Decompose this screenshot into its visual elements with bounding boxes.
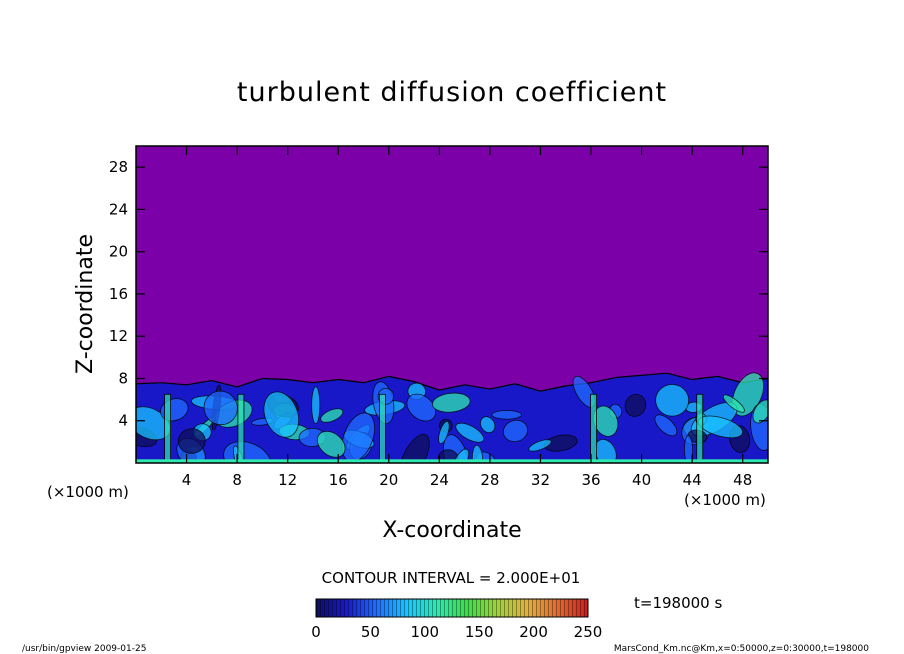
time-label: t=198000 s: [634, 594, 722, 612]
eddy-cell: [263, 391, 300, 438]
eddy-cell: [438, 420, 450, 445]
x-tick-label: 44: [683, 471, 702, 489]
y-tick-label: 24: [109, 200, 128, 218]
colorbar-tick-label: 250: [574, 623, 603, 641]
eddy-cell: [203, 390, 238, 426]
y-axis-label: Z-coordinate: [73, 234, 98, 374]
colorbar-tick-label: 100: [410, 623, 439, 641]
y-tick-label: 20: [109, 243, 128, 261]
footer-right: MarsCond_Km.nc@Km,x=0:50000,z=0:30000,t=…: [614, 644, 869, 654]
eddy-cell: [752, 399, 768, 424]
x-tick-label: 36: [581, 471, 600, 489]
y-tick-label: 12: [109, 327, 128, 345]
updraft-plume: [164, 393, 172, 463]
y-axis-unit: (×1000 m): [47, 483, 129, 501]
colorbar-ticks: 0 50 100 150 200 250: [311, 623, 602, 641]
eddy-cell: [655, 384, 690, 417]
updraft-plume: [379, 393, 386, 463]
eddy-cell: [654, 414, 678, 437]
eddy-cell: [455, 422, 485, 443]
eddy-cell: [316, 430, 346, 458]
y-tick-label: 16: [109, 285, 128, 303]
x-tick-label: 28: [480, 471, 499, 489]
x-tick-label: 16: [329, 471, 348, 489]
colorbar-tick-label: 200: [519, 623, 548, 641]
eddy-cell: [624, 393, 647, 417]
colorbar-tick-label: 0: [311, 623, 321, 641]
boundary-layer: [136, 372, 768, 463]
eddy-cell: [320, 408, 344, 423]
eddy-cell: [406, 393, 437, 422]
updraft-plume: [696, 393, 704, 463]
y-tick-label: 8: [118, 369, 128, 387]
updraft-plume: [237, 393, 245, 463]
x-tick-label: 8: [232, 471, 242, 489]
y-tick-label: 4: [118, 412, 128, 430]
x-axis-label: X-coordinate: [382, 518, 521, 543]
eddy-cell: [311, 386, 321, 425]
eddy-cell: [502, 419, 529, 443]
eddy-cell: [177, 428, 206, 454]
colorbar-stripes: [316, 599, 588, 617]
colorbar-tick-label: 50: [361, 623, 380, 641]
updraft-plume: [590, 393, 597, 463]
x-tick-label: 12: [278, 471, 297, 489]
surface-layer: [136, 459, 768, 463]
colorbar-frame: [315, 598, 589, 618]
contour-interval-label: CONTOUR INTERVAL = 2.000E+01: [322, 569, 581, 587]
eddy-cell: [480, 416, 496, 434]
eddy-cell: [684, 434, 694, 463]
eddy-cell: [722, 394, 745, 413]
eddy-cell: [528, 439, 552, 452]
x-tick-label: 24: [430, 471, 449, 489]
x-tick-label: 48: [733, 471, 752, 489]
plot-frame: [135, 145, 769, 464]
chart-title: turbulent diffusion coefficient: [237, 77, 667, 108]
y-tick-label: 28: [109, 158, 128, 176]
colorbar-tick-label: 150: [465, 623, 494, 641]
turbulence-field: [136, 372, 768, 463]
x-tick-label: 4: [182, 471, 192, 489]
x-axis-unit: (×1000 m): [684, 491, 766, 509]
x-tick-label: 20: [379, 471, 398, 489]
footer-left: /usr/bin/gpview 2009-01-25: [22, 644, 146, 654]
x-tick-label: 40: [632, 471, 651, 489]
x-tick-label: 32: [531, 471, 550, 489]
eddy-cell: [432, 392, 471, 413]
eddy-cell: [491, 410, 522, 420]
colorbar: 0 50 100 150 200 250: [311, 598, 602, 641]
